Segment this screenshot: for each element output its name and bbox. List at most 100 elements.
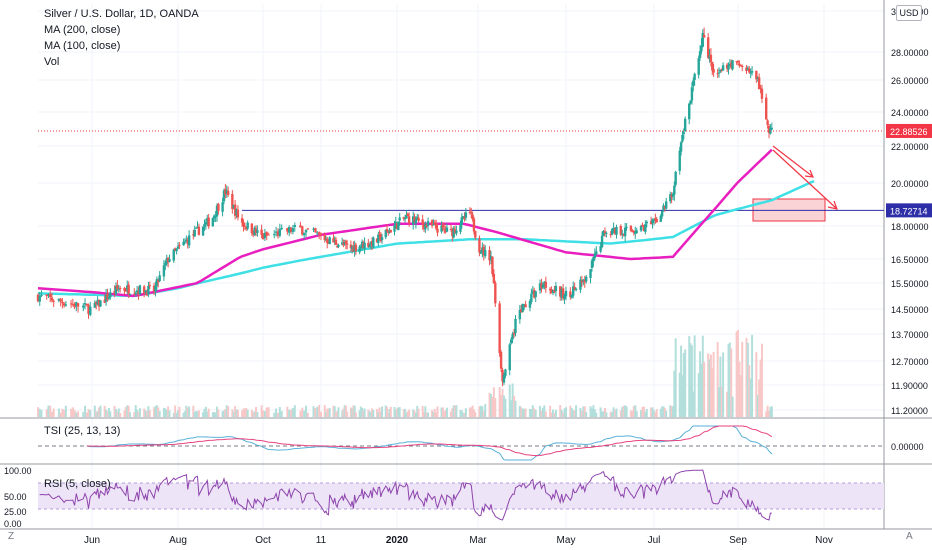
candle-body: [664, 201, 668, 209]
candle-body: [293, 225, 297, 227]
volume-bar: [129, 412, 132, 417]
volume-bar: [689, 343, 692, 417]
volume-bar: [770, 406, 773, 417]
volume-bar: [324, 411, 327, 417]
candle-body: [135, 290, 139, 293]
volume-bar: [312, 406, 315, 417]
volume-bar: [327, 408, 330, 417]
volume-bar: [196, 411, 199, 417]
candle-body: [398, 217, 401, 221]
candle-body: [481, 247, 484, 253]
volume-bar: [612, 407, 615, 417]
price-tick-label: 24.00000: [891, 108, 929, 118]
candle-body: [461, 215, 465, 217]
volume-bar: [98, 407, 101, 417]
legend-ma100[interactable]: MA (100, close): [44, 40, 121, 52]
candle-body: [245, 227, 248, 229]
candle-body: [385, 229, 389, 231]
candle-body: [708, 55, 711, 59]
candle-body: [663, 206, 667, 209]
legend-ma200[interactable]: MA (200, close): [44, 24, 121, 36]
candle-body: [246, 222, 249, 229]
volume-bar: [388, 409, 391, 417]
rsi-line: [39, 469, 772, 521]
candle-body: [719, 69, 722, 72]
candle-body: [478, 238, 481, 253]
candle-body: [182, 241, 185, 246]
volume-bar: [720, 386, 723, 417]
volume-bar: [344, 405, 347, 417]
candle-body: [162, 265, 166, 277]
volume-bar: [123, 410, 126, 417]
volume-bar: [381, 406, 384, 417]
price-tick-label: 22.00000: [891, 142, 929, 152]
volume-bar: [241, 410, 244, 417]
candle-body: [240, 218, 244, 223]
candle-body: [354, 244, 358, 252]
volume-bar: [361, 407, 364, 417]
tsi-pane-title[interactable]: TSI (25, 13, 13): [44, 425, 121, 437]
volume-bar: [478, 406, 481, 417]
candle-body: [256, 230, 259, 233]
candle-body: [47, 294, 50, 296]
auto-scale-button[interactable]: A: [906, 531, 913, 542]
volume-bar: [488, 392, 491, 417]
candle-body: [757, 77, 761, 89]
candle-body: [82, 305, 85, 308]
candle-body: [134, 292, 137, 294]
candle-body: [494, 282, 497, 304]
candle-body: [214, 215, 217, 217]
candle-body: [511, 334, 514, 340]
volume-bar: [718, 387, 721, 417]
volume-bar: [168, 410, 171, 417]
candle-body: [755, 70, 758, 80]
candle-body: [716, 73, 719, 75]
candle-body: [36, 294, 40, 302]
candle-body: [48, 293, 52, 298]
legend-vol[interactable]: Vol: [44, 56, 60, 68]
volume-bar: [498, 386, 501, 417]
volume-bar: [143, 408, 146, 417]
volume-bar: [769, 406, 772, 417]
candle-body: [221, 202, 224, 212]
candle-body: [287, 226, 291, 233]
volume-bar: [539, 405, 542, 417]
volume-bar: [520, 407, 523, 417]
volume-bar: [59, 412, 62, 417]
volume-bar: [688, 336, 691, 417]
candle-body: [584, 276, 588, 282]
arrow-head: [827, 200, 838, 210]
price-tick-label: 28.00000: [891, 48, 929, 58]
candle-body: [700, 45, 703, 52]
volume-bar: [543, 405, 546, 417]
candle-body: [326, 238, 329, 243]
rsi-pane-title[interactable]: RSI (5, close): [44, 478, 111, 490]
volume-bar: [460, 410, 463, 417]
candle-body: [739, 64, 743, 66]
candle-body: [402, 217, 405, 219]
volume-bar: [624, 405, 627, 417]
candle-body: [164, 263, 167, 266]
volume-bar: [175, 412, 178, 417]
volume-bar: [217, 409, 220, 417]
volume-bar: [263, 411, 266, 417]
volume-bar: [252, 412, 255, 417]
candle-body: [217, 204, 220, 211]
volume-bar: [188, 406, 191, 417]
volume-bar: [756, 394, 759, 417]
candle-body: [302, 233, 306, 236]
volume-bar: [50, 411, 53, 417]
volume-bar: [697, 373, 700, 417]
volume-bar: [560, 409, 563, 417]
volume-bar: [362, 410, 365, 417]
volume-bar: [661, 406, 664, 417]
price-tick-label: 14.50000: [891, 305, 929, 315]
volume-bar: [468, 407, 471, 417]
volume-bar: [379, 411, 382, 417]
zoom-button[interactable]: Z: [8, 531, 15, 542]
volume-bar: [727, 343, 730, 417]
candle-body: [498, 303, 501, 354]
volume-bar: [126, 405, 129, 417]
candle-body: [610, 229, 614, 235]
